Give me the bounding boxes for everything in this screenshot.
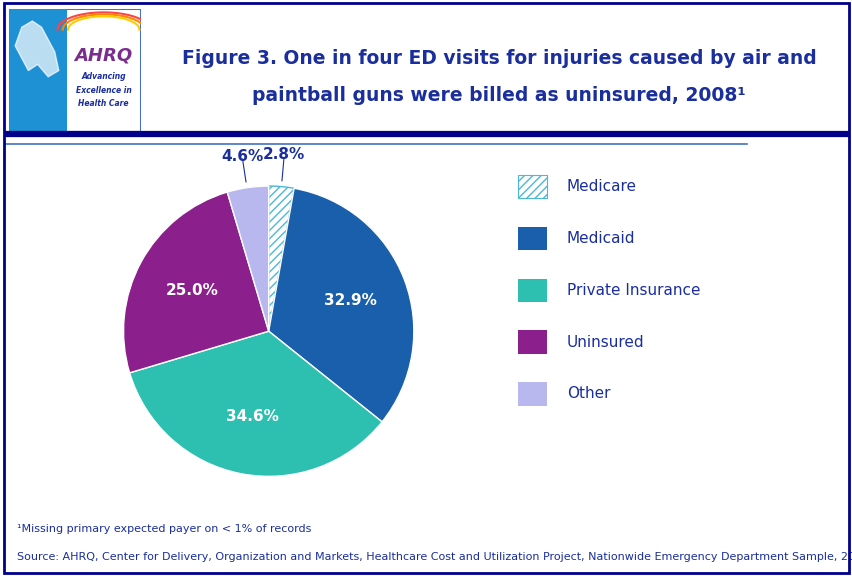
Text: AHRQ: AHRQ: [75, 47, 133, 65]
Text: paintball guns were billed as uninsured, 2008¹: paintball guns were billed as uninsured,…: [252, 86, 745, 105]
Wedge shape: [268, 188, 413, 422]
Bar: [518, 279, 547, 302]
Bar: [518, 227, 547, 250]
Text: 4.6%: 4.6%: [221, 149, 263, 164]
Text: 34.6%: 34.6%: [226, 410, 279, 425]
Text: Medicare: Medicare: [567, 179, 636, 194]
Text: Health Care: Health Care: [78, 100, 129, 108]
Bar: [9, 9, 66, 132]
Wedge shape: [130, 331, 382, 476]
FancyBboxPatch shape: [9, 9, 141, 132]
Bar: [518, 331, 547, 354]
Bar: [518, 382, 547, 406]
Wedge shape: [268, 186, 294, 331]
Wedge shape: [227, 186, 268, 331]
Polygon shape: [15, 21, 59, 77]
Text: Private Insurance: Private Insurance: [567, 283, 699, 298]
Text: Excellence in: Excellence in: [76, 86, 131, 95]
Text: ¹Missing primary expected payer on < 1% of records: ¹Missing primary expected payer on < 1% …: [17, 524, 311, 534]
Text: Medicaid: Medicaid: [567, 231, 635, 246]
Text: 25.0%: 25.0%: [165, 283, 218, 298]
Text: Figure 3. One in four ED visits for injuries caused by air and: Figure 3. One in four ED visits for inju…: [181, 49, 815, 67]
Wedge shape: [124, 192, 268, 373]
Text: 2.8%: 2.8%: [262, 147, 305, 162]
Text: Other: Other: [567, 386, 610, 401]
Bar: [518, 175, 547, 198]
Text: 32.9%: 32.9%: [324, 293, 377, 308]
Text: Advancing: Advancing: [81, 72, 126, 81]
Text: Uninsured: Uninsured: [567, 335, 644, 350]
Text: Source: AHRQ, Center for Delivery, Organization and Markets, Healthcare Cost and: Source: AHRQ, Center for Delivery, Organ…: [17, 552, 852, 562]
